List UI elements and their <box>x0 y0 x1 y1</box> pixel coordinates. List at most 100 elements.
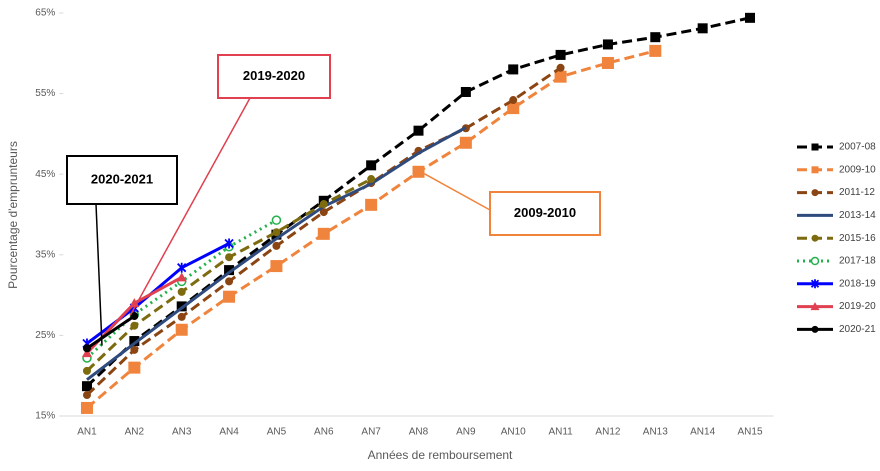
x-tick-label: AN4 <box>219 427 239 438</box>
series <box>80 44 662 414</box>
marker <box>81 381 92 392</box>
y-tick-label: 25% <box>35 330 55 341</box>
x-tick-label: AN1 <box>77 427 97 438</box>
annotation-text: 2009-2010 <box>514 205 576 220</box>
annotation-leader <box>129 97 251 316</box>
annotation-text: 2019-2020 <box>243 68 305 83</box>
legend-label: 2017-18 <box>839 256 876 267</box>
marker <box>225 253 234 262</box>
x-tick-label: AN8 <box>409 427 429 438</box>
marker <box>810 302 820 311</box>
marker <box>366 160 377 171</box>
marker <box>80 401 93 414</box>
marker <box>177 312 186 321</box>
marker <box>129 336 140 347</box>
marker <box>177 287 186 296</box>
x-tick-label: AN6 <box>314 427 334 438</box>
x-tick-label: AN12 <box>595 427 620 438</box>
marker <box>459 136 472 149</box>
marker <box>272 228 281 237</box>
marker <box>272 241 281 250</box>
series-line <box>85 66 562 397</box>
marker <box>811 234 819 242</box>
annotation-box <box>66 155 178 205</box>
legend-label: 2013-14 <box>839 210 876 221</box>
marker <box>130 312 139 321</box>
legend-label: 2009-10 <box>839 164 876 175</box>
y-tick-label: 65% <box>35 8 55 19</box>
marker <box>554 70 567 83</box>
marker <box>556 63 565 72</box>
marker <box>81 348 92 358</box>
series <box>82 312 139 353</box>
series-line <box>85 218 278 360</box>
marker <box>270 260 283 273</box>
marker <box>745 12 756 23</box>
marker <box>508 64 519 75</box>
marker <box>319 208 328 217</box>
annotation-text: 2020-2021 <box>91 171 153 186</box>
x-tick-label: AN9 <box>456 427 476 438</box>
legend-label: 2019-20 <box>839 301 876 312</box>
y-tick-label: 45% <box>35 169 55 180</box>
legend-label: 2020-21 <box>839 324 876 335</box>
marker <box>176 272 187 282</box>
x-tick-label: AN15 <box>738 427 763 438</box>
marker <box>82 391 91 400</box>
marker <box>177 262 187 273</box>
marker <box>225 277 234 286</box>
marker <box>811 143 819 151</box>
marker <box>130 321 139 330</box>
x-tick-label: AN10 <box>501 427 526 438</box>
x-tick-label: AN13 <box>643 427 668 438</box>
marker <box>317 227 330 240</box>
marker <box>365 198 378 211</box>
marker <box>82 344 91 353</box>
x-tick-label: AN14 <box>690 427 715 438</box>
marker <box>555 49 566 60</box>
marker <box>649 44 662 57</box>
annotation-leader <box>424 173 491 211</box>
marker <box>413 125 424 136</box>
marker <box>319 200 328 209</box>
series <box>82 175 376 375</box>
marker <box>601 56 614 69</box>
legend-label: 2018-19 <box>839 278 876 289</box>
legend-label: 2011-12 <box>839 187 875 198</box>
marker <box>128 361 141 374</box>
marker <box>811 325 819 333</box>
y-tick-label: 55% <box>35 88 55 99</box>
marker <box>509 96 518 105</box>
series-line <box>86 126 467 381</box>
x-tick-label: AN5 <box>267 427 287 438</box>
series-line <box>86 242 230 345</box>
legend-label: 2015-16 <box>839 233 876 244</box>
marker <box>650 32 661 43</box>
marker <box>271 215 282 225</box>
annotation-box <box>489 191 601 236</box>
marker <box>811 189 819 197</box>
y-axis-title: Pourcentage d'emprunteurs <box>6 141 20 289</box>
series <box>86 126 467 381</box>
marker <box>224 238 234 249</box>
marker <box>460 86 471 97</box>
x-tick-label: AN3 <box>172 427 192 438</box>
marker <box>811 166 819 174</box>
marker <box>412 165 425 178</box>
x-tick-label: AN2 <box>125 427 145 438</box>
marker <box>367 175 376 184</box>
x-axis-title: Années de remboursement <box>368 448 513 462</box>
x-tick-label: AN11 <box>548 427 573 438</box>
y-tick-label: 35% <box>35 249 55 260</box>
marker <box>223 290 236 303</box>
legend-label: 2007-08 <box>839 142 876 153</box>
marker <box>82 366 91 375</box>
marker <box>810 256 820 266</box>
x-tick-label: AN7 <box>361 427 381 438</box>
series-line <box>85 16 751 388</box>
series-line <box>86 314 136 350</box>
marker <box>224 265 235 276</box>
marker <box>602 39 613 50</box>
marker <box>130 345 139 354</box>
